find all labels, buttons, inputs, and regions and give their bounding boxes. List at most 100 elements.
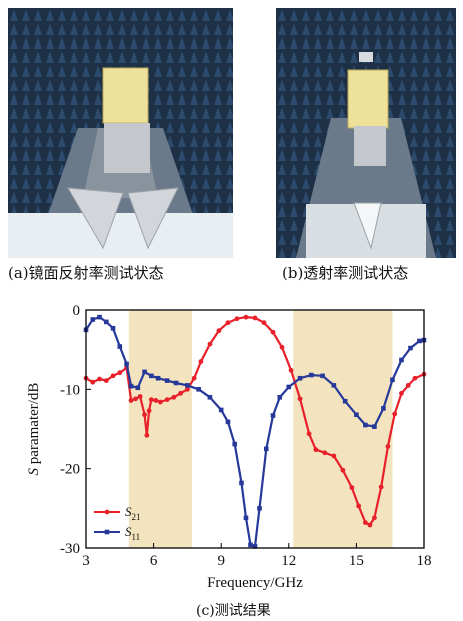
data-point-s21 <box>178 390 184 396</box>
data-point-s21 <box>234 316 240 322</box>
s-parameter-chart: 3 6 9 12 15 18 0 -10 -20 -30 Frequency/GHz S para… <box>26 303 432 591</box>
data-point-s21 <box>146 408 152 414</box>
y-tick-label: -20 <box>60 462 80 478</box>
data-point-s11 <box>297 375 303 381</box>
data-point-s11 <box>135 385 141 391</box>
data-point-s11 <box>239 480 244 486</box>
data-point-s11 <box>155 375 161 381</box>
data-point-s21 <box>331 453 337 459</box>
legend-label-s21: S21 <box>125 504 141 522</box>
x-tick-label: 12 <box>281 553 296 569</box>
data-point-s21 <box>225 320 231 326</box>
data-point-s11 <box>142 369 147 375</box>
data-point-s11 <box>399 357 404 363</box>
caption-a: (a)镜面反射率测试状态 <box>8 264 164 282</box>
data-point-s21 <box>128 398 134 403</box>
data-point-s11 <box>417 338 422 344</box>
y-tick-label: -10 <box>60 382 80 398</box>
data-point-s11 <box>97 314 102 320</box>
data-point-s11 <box>173 380 179 386</box>
data-point-s11 <box>252 544 258 549</box>
x-tick-label: 18 <box>417 553 432 569</box>
data-point-s11 <box>124 361 129 367</box>
data-point-s21 <box>392 411 398 417</box>
data-point-s11 <box>232 441 238 447</box>
shaded-band-1 <box>128 310 192 548</box>
data-point-s11 <box>110 325 116 331</box>
data-point-s21 <box>363 520 368 526</box>
y-tick-label: -30 <box>60 541 80 557</box>
data-point-s11 <box>225 419 231 425</box>
series-layer <box>83 314 427 549</box>
data-point-s11 <box>90 317 96 322</box>
data-point-s21 <box>185 386 190 392</box>
data-point-s21 <box>322 450 328 456</box>
data-point-s21 <box>97 376 102 382</box>
shaded-bands <box>128 310 393 548</box>
caption-b: (b)透射率测试状态 <box>282 264 409 282</box>
data-point-s11 <box>128 383 134 389</box>
photo-transmittance-setup <box>276 8 456 258</box>
data-point-s11 <box>103 319 109 325</box>
data-point-s11 <box>363 422 368 428</box>
data-point-s21 <box>207 341 213 347</box>
legend-marker-s11 <box>104 529 110 535</box>
data-point-s21 <box>261 320 267 326</box>
data-point-s21 <box>103 378 109 384</box>
data-point-s21 <box>164 397 170 403</box>
data-point-s11 <box>331 383 337 388</box>
data-point-s11 <box>257 506 262 511</box>
data-point-s11 <box>372 424 377 429</box>
data-point-s21 <box>306 431 312 437</box>
x-tick-label: 9 <box>217 553 225 569</box>
data-point-s21 <box>216 328 222 334</box>
data-point-s11 <box>309 372 314 378</box>
data-point-s11 <box>185 383 190 388</box>
data-point-s21 <box>191 375 197 381</box>
data-point-s21 <box>288 367 294 373</box>
data-point-s21 <box>117 370 123 376</box>
caption-c: (c)测试结果 <box>196 603 271 619</box>
data-point-s21 <box>313 447 319 453</box>
data-point-s11 <box>196 387 201 392</box>
legend-label-s11: S11 <box>125 524 140 542</box>
data-point-s21 <box>144 432 150 438</box>
data-point-s21 <box>372 515 377 521</box>
data-point-s21 <box>340 467 346 473</box>
x-tick-label: 3 <box>82 553 90 569</box>
data-point-s21 <box>142 412 147 418</box>
data-point-s11 <box>342 398 348 404</box>
data-point-s11 <box>320 373 325 379</box>
data-point-s21 <box>399 390 404 396</box>
data-point-s21 <box>279 344 285 350</box>
x-axis-label: Frequency/GHz <box>207 575 303 591</box>
data-point-s21 <box>157 399 163 405</box>
data-point-s11 <box>207 394 213 400</box>
x-tick-label: 6 <box>150 553 158 569</box>
x-tick-label: 15 <box>349 553 364 569</box>
data-point-s21 <box>133 396 138 402</box>
data-point-s11 <box>354 412 359 418</box>
data-point-s21 <box>356 503 362 509</box>
data-point-s11 <box>286 384 292 390</box>
data-point-s21 <box>385 444 391 449</box>
data-point-s21 <box>412 375 418 381</box>
data-point-s21 <box>367 522 373 528</box>
data-point-s21 <box>137 394 143 399</box>
data-point-s11 <box>270 413 276 418</box>
data-point-s21 <box>405 382 411 388</box>
data-point-s11 <box>390 377 395 383</box>
data-point-s21 <box>297 396 303 402</box>
data-point-s21 <box>270 329 276 335</box>
data-point-s21 <box>110 373 116 379</box>
legend-marker-s21 <box>104 509 110 515</box>
data-point-s21 <box>148 397 154 403</box>
data-point-s21 <box>243 314 249 320</box>
data-point-s21 <box>349 485 355 491</box>
plot-frame <box>85 309 425 549</box>
data-point-s21 <box>198 359 204 364</box>
data-point-s11 <box>248 542 253 548</box>
data-point-s11 <box>408 345 413 351</box>
photo-reflectance-setup <box>8 8 233 258</box>
